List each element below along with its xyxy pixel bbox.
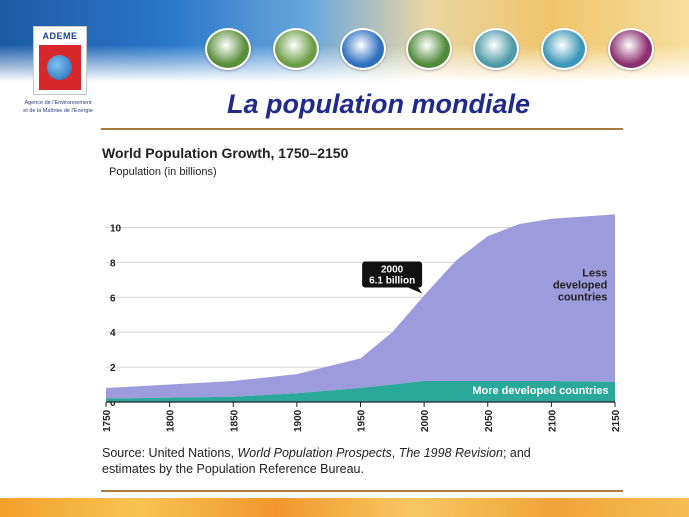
series-label-less-developed: Less developed countries xyxy=(553,267,607,303)
x-tick-label: 2000 xyxy=(420,409,431,432)
house-icon[interactable] xyxy=(406,28,452,70)
y-tick-label: 2 xyxy=(110,363,116,374)
source-text-c: , xyxy=(391,446,399,460)
y-tick-label: 0 xyxy=(110,398,116,409)
x-tick-label: 1900 xyxy=(293,409,304,432)
zigzag-icon[interactable] xyxy=(541,28,587,70)
x-tick-label: 2100 xyxy=(547,409,558,432)
agency-name-line2: et de la Maîtrise de l'Énergie xyxy=(23,108,93,114)
series-label-more-developed: More developed countries xyxy=(472,385,608,397)
chart-icon[interactable] xyxy=(473,28,519,70)
y-tick-label: 4 xyxy=(110,328,116,339)
annotation-box xyxy=(362,261,423,288)
france-map-icon[interactable] xyxy=(273,28,319,70)
population-chart: 0 2 4 6 8 10 More developed countries Less devel… xyxy=(102,214,622,432)
x-tick-label: 1950 xyxy=(357,409,368,432)
annotation-value: 6.1 billion xyxy=(369,276,415,287)
chart-title: World Population Growth, 1750–2150 xyxy=(102,145,349,161)
logo-text: ADEME xyxy=(42,31,78,41)
series-area-more-developed xyxy=(106,381,615,402)
source-line2: estimates by the Population Reference Bu… xyxy=(102,462,364,476)
globe-icon xyxy=(47,55,72,80)
sun-network-icon[interactable] xyxy=(340,28,386,70)
source-text-a: Source: United Nations, xyxy=(102,446,238,460)
footer-divider xyxy=(101,490,623,492)
source-title-2: The 1998 Revision xyxy=(398,446,503,460)
source-text-e: ; and xyxy=(502,446,531,460)
title-divider xyxy=(101,128,623,130)
y-tick-label: 10 xyxy=(110,223,122,234)
footer-banner xyxy=(0,498,689,517)
y-axis-label: Population (in billions) xyxy=(109,166,217,178)
agency-name-line1: Agence de l'Environnement xyxy=(24,100,92,106)
balloon-icon[interactable] xyxy=(205,28,251,70)
source-line1: Source: United Nations, World Population… xyxy=(102,446,531,460)
x-tick-label: 2050 xyxy=(484,409,495,432)
x-tick-label: 1800 xyxy=(166,409,177,432)
x-tick-label: 1850 xyxy=(229,409,240,432)
slide-title: La population mondiale xyxy=(227,89,530,119)
annotation-year: 2000 xyxy=(381,265,404,276)
y-tick-label: 6 xyxy=(110,293,116,304)
source-title-1: World Population Prospects xyxy=(237,446,392,460)
x-tick-label: 2150 xyxy=(611,409,622,432)
ademe-logo[interactable]: ADEME xyxy=(33,26,87,95)
hammer-icon[interactable] xyxy=(608,28,654,70)
series-area-less-developed xyxy=(106,214,615,399)
x-tick-label: 1750 xyxy=(102,409,113,432)
annotation-pointer xyxy=(408,287,423,294)
y-tick-label: 8 xyxy=(110,258,116,269)
